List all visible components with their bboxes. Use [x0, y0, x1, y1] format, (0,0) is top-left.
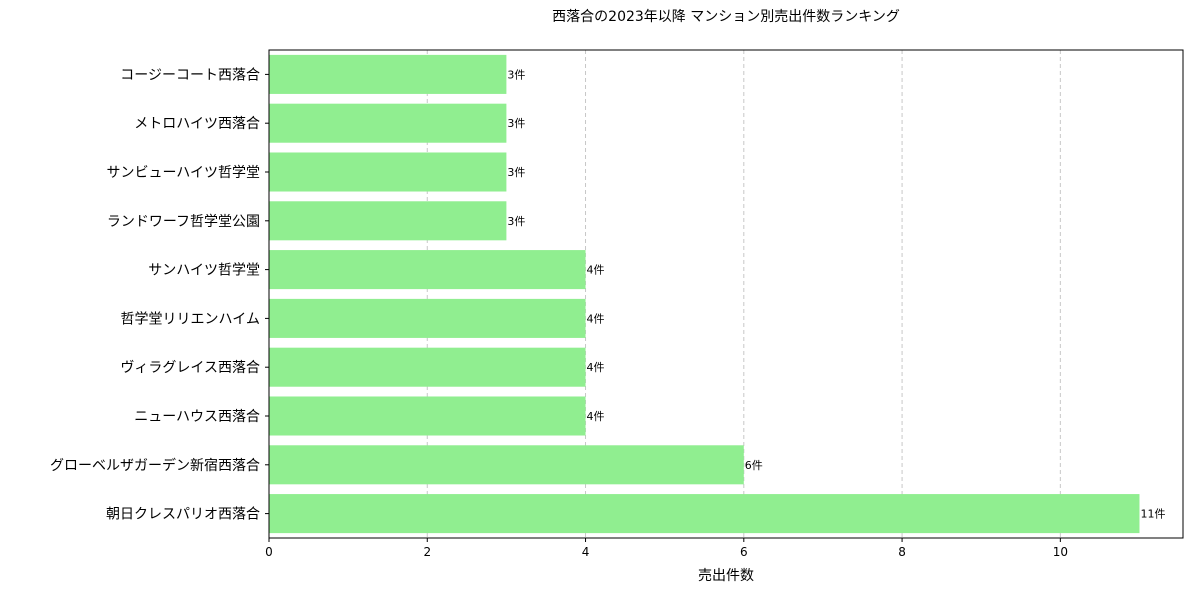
bar-value-label: 4件	[587, 312, 605, 325]
y-tick-label: サンハイツ哲学堂	[148, 263, 260, 279]
bar	[269, 396, 586, 436]
bar	[269, 494, 1140, 534]
x-axis-ticks: 0 2 4 6 8 10	[265, 538, 1068, 559]
bar-value-label: 4件	[587, 410, 605, 423]
x-tick-label: 0	[265, 545, 273, 559]
bar	[269, 445, 744, 485]
bar-value-labels: 3件 3件 3件 3件 4件 4件 4件 4件 6件 11件	[507, 68, 1165, 520]
bar	[269, 54, 507, 94]
bar	[269, 152, 507, 192]
y-tick-label: グローベルザガーデン新宿西落合	[50, 457, 260, 474]
bar	[269, 347, 586, 387]
bar-value-label: 11件	[1140, 508, 1165, 521]
bar	[269, 201, 507, 241]
y-tick-label: メトロハイツ西落合	[134, 116, 260, 132]
y-axis-ticks: コージーコート西落合メトロハイツ西落合サンビューハイツ哲学堂ランドワーフ哲学堂公…	[50, 67, 269, 523]
bar	[269, 298, 586, 338]
bar-value-label: 6件	[745, 459, 763, 472]
bar-value-label: 4件	[587, 264, 605, 277]
bar-value-label: 4件	[587, 361, 605, 374]
x-tick-label: 4	[582, 545, 590, 559]
x-tick-label: 6	[740, 545, 748, 559]
bar-value-label: 3件	[507, 68, 525, 81]
y-tick-label: 朝日クレスパリオ西落合	[106, 507, 260, 523]
y-tick-label: ニューハウス西落合	[134, 409, 260, 425]
x-tick-label: 10	[1053, 545, 1068, 559]
bar	[269, 103, 507, 143]
x-tick-label: 8	[898, 545, 906, 559]
y-tick-label: コージーコート西落合	[120, 67, 260, 83]
bar-value-label: 3件	[507, 117, 525, 130]
y-tick-label: ランドワーフ哲学堂公園	[107, 214, 260, 230]
chart-title: 西落合の2023年以降 マンション別売出件数ランキング	[552, 9, 900, 25]
y-tick-label: サンビューハイツ哲学堂	[107, 165, 260, 181]
bar	[269, 250, 586, 290]
bar-value-label: 3件	[507, 215, 525, 228]
bars	[269, 54, 1140, 534]
y-tick-label: 哲学堂リリエンハイム	[121, 311, 260, 327]
x-axis-title: 売出件数	[698, 568, 754, 584]
y-tick-label: ヴィラグレイス西落合	[120, 359, 260, 376]
x-tick-label: 2	[423, 545, 431, 559]
plot-area-frame	[268, 49, 1184, 539]
bar-value-label: 3件	[507, 166, 525, 179]
